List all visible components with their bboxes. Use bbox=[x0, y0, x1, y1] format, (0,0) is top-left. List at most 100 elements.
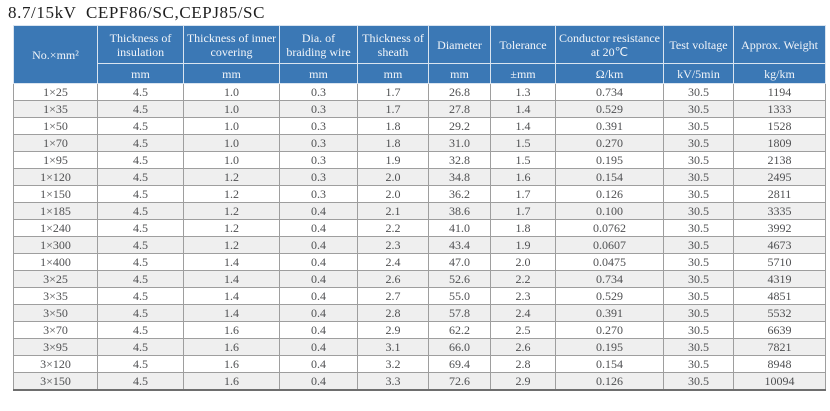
table-cell-tolerance: 2.6 bbox=[490, 338, 556, 356]
table-cell-inner-covering: 1.4 bbox=[183, 270, 280, 288]
col-header-sheath: Thickness of sheath bbox=[357, 25, 429, 64]
table-cell-insulation: 4.5 bbox=[97, 355, 184, 373]
table-cell-size: 1×120 bbox=[13, 168, 98, 186]
table-cell-inner-covering: 1.0 bbox=[183, 100, 280, 118]
col-header-diameter: Diameter bbox=[428, 25, 491, 64]
table-cell-sheath: 3.3 bbox=[357, 372, 429, 391]
col-unit-braiding-wire: mm bbox=[279, 63, 358, 84]
table-cell-insulation: 4.5 bbox=[97, 219, 184, 237]
table-cell-test-voltage: 30.5 bbox=[663, 372, 734, 391]
table-cell-sheath: 2.0 bbox=[357, 185, 429, 203]
col-unit-resistance: Ω/km bbox=[555, 63, 664, 84]
table-row: 1×400 4.5 1.4 0.4 2.4 47.0 2.0 0.0475 30.5 5710 bbox=[13, 253, 826, 271]
table-row: 1×185 4.5 1.2 0.4 2.1 38.6 1.7 0.100 30.5 3335 bbox=[13, 202, 826, 220]
table-cell-weight: 5532 bbox=[733, 304, 826, 322]
table-cell-diameter: 57.8 bbox=[428, 304, 491, 322]
table-cell-resistance: 0.154 bbox=[555, 168, 664, 186]
table-row: 1×150 4.5 1.2 0.3 2.0 36.2 1.7 0.126 30.5 2811 bbox=[13, 185, 826, 203]
col-header-insulation: Thickness of insulation bbox=[97, 25, 184, 64]
table-cell-size: 3×95 bbox=[13, 338, 98, 356]
header-label-row: No.×mm² Thickness of insulation Thickness … bbox=[13, 25, 826, 84]
table-cell-insulation: 4.5 bbox=[97, 253, 184, 271]
table-cell-test-voltage: 30.5 bbox=[663, 304, 734, 322]
table-cell-braiding-wire: 0.4 bbox=[279, 219, 358, 237]
table-cell-sheath: 1.9 bbox=[357, 151, 429, 169]
col-header-size: No.×mm² bbox=[13, 25, 98, 84]
table-cell-resistance: 0.126 bbox=[555, 372, 664, 391]
table-cell-insulation: 4.5 bbox=[97, 168, 184, 186]
table-cell-insulation: 4.5 bbox=[97, 83, 184, 101]
table-cell-test-voltage: 30.5 bbox=[663, 321, 734, 339]
table-cell-test-voltage: 30.5 bbox=[663, 270, 734, 288]
table-cell-test-voltage: 30.5 bbox=[663, 338, 734, 356]
table-cell-inner-covering: 1.2 bbox=[183, 202, 280, 220]
table-cell-braiding-wire: 0.4 bbox=[279, 236, 358, 254]
table-header: No.×mm² Thickness of insulation Thickness … bbox=[13, 25, 826, 84]
table-cell-diameter: 52.6 bbox=[428, 270, 491, 288]
table-cell-braiding-wire: 0.3 bbox=[279, 151, 358, 169]
table-cell-size: 1×50 bbox=[13, 117, 98, 135]
table-cell-insulation: 4.5 bbox=[97, 338, 184, 356]
table-cell-sheath: 2.0 bbox=[357, 168, 429, 186]
table-cell-diameter: 72.6 bbox=[428, 372, 491, 391]
table-cell-weight: 1528 bbox=[733, 117, 826, 135]
table-cell-weight: 1194 bbox=[733, 83, 826, 101]
table-cell-diameter: 32.8 bbox=[428, 151, 491, 169]
table-cell-test-voltage: 30.5 bbox=[663, 355, 734, 373]
page-title: 8.7/15kV CEPF86/SC,CEPJ85/SC bbox=[8, 3, 266, 22]
table-cell-inner-covering: 1.6 bbox=[183, 321, 280, 339]
table-cell-test-voltage: 30.5 bbox=[663, 185, 734, 203]
col-header-resistance: Conductor resistance at 20℃ bbox=[555, 25, 664, 64]
table-cell-tolerance: 1.5 bbox=[490, 151, 556, 169]
table-cell-braiding-wire: 0.4 bbox=[279, 338, 358, 356]
table-cell-tolerance: 1.7 bbox=[490, 185, 556, 203]
table-cell-size: 3×150 bbox=[13, 372, 98, 391]
table-cell-resistance: 0.529 bbox=[555, 100, 664, 118]
table-cell-resistance: 0.391 bbox=[555, 304, 664, 322]
table-cell-tolerance: 2.5 bbox=[490, 321, 556, 339]
table-cell-weight: 10094 bbox=[733, 372, 826, 391]
table-cell-test-voltage: 30.5 bbox=[663, 236, 734, 254]
table-cell-sheath: 1.7 bbox=[357, 100, 429, 118]
table-cell-size: 3×120 bbox=[13, 355, 98, 373]
table-row: 3×120 4.5 1.6 0.4 3.2 69.4 2.8 0.154 30.5 8948 bbox=[13, 355, 826, 373]
table-cell-sheath: 2.7 bbox=[357, 287, 429, 305]
table-cell-size: 3×50 bbox=[13, 304, 98, 322]
table-cell-insulation: 4.5 bbox=[97, 287, 184, 305]
table-cell-insulation: 4.5 bbox=[97, 236, 184, 254]
table-cell-weight: 8948 bbox=[733, 355, 826, 373]
table-cell-weight: 4851 bbox=[733, 287, 826, 305]
table-cell-test-voltage: 30.5 bbox=[663, 219, 734, 237]
table-row: 3×35 4.5 1.4 0.4 2.7 55.0 2.3 0.529 30.5 4851 bbox=[13, 287, 826, 305]
table-cell-diameter: 36.2 bbox=[428, 185, 491, 203]
table-cell-braiding-wire: 0.4 bbox=[279, 270, 358, 288]
table-cell-sheath: 2.8 bbox=[357, 304, 429, 322]
table-cell-inner-covering: 1.4 bbox=[183, 304, 280, 322]
table-cell-size: 1×300 bbox=[13, 236, 98, 254]
table-cell-insulation: 4.5 bbox=[97, 100, 184, 118]
table-cell-size: 1×95 bbox=[13, 151, 98, 169]
table-cell-diameter: 43.4 bbox=[428, 236, 491, 254]
table-cell-test-voltage: 30.5 bbox=[663, 168, 734, 186]
table-cell-sheath: 2.1 bbox=[357, 202, 429, 220]
table-cell-weight: 7821 bbox=[733, 338, 826, 356]
table-cell-test-voltage: 30.5 bbox=[663, 117, 734, 135]
table-cell-tolerance: 2.4 bbox=[490, 304, 556, 322]
table-cell-weight: 3992 bbox=[733, 219, 826, 237]
table-cell-braiding-wire: 0.3 bbox=[279, 185, 358, 203]
table-cell-braiding-wire: 0.4 bbox=[279, 355, 358, 373]
table-cell-size: 1×150 bbox=[13, 185, 98, 203]
table-cell-sheath: 2.3 bbox=[357, 236, 429, 254]
table-cell-size: 1×35 bbox=[13, 100, 98, 118]
col-header-braiding-wire: Dia. of braiding wire bbox=[279, 25, 358, 64]
col-header-inner-covering: Thickness of inner covering bbox=[183, 25, 280, 64]
table-cell-inner-covering: 1.0 bbox=[183, 83, 280, 101]
table-row: 3×150 4.5 1.6 0.4 3.3 72.6 2.9 0.126 30.5 10094 bbox=[13, 372, 826, 391]
table-cell-insulation: 4.5 bbox=[97, 321, 184, 339]
table-cell-resistance: 0.126 bbox=[555, 185, 664, 203]
table-cell-test-voltage: 30.5 bbox=[663, 134, 734, 152]
table-cell-braiding-wire: 0.4 bbox=[279, 304, 358, 322]
table-cell-braiding-wire: 0.4 bbox=[279, 287, 358, 305]
table-cell-inner-covering: 1.0 bbox=[183, 134, 280, 152]
table-cell-insulation: 4.5 bbox=[97, 117, 184, 135]
